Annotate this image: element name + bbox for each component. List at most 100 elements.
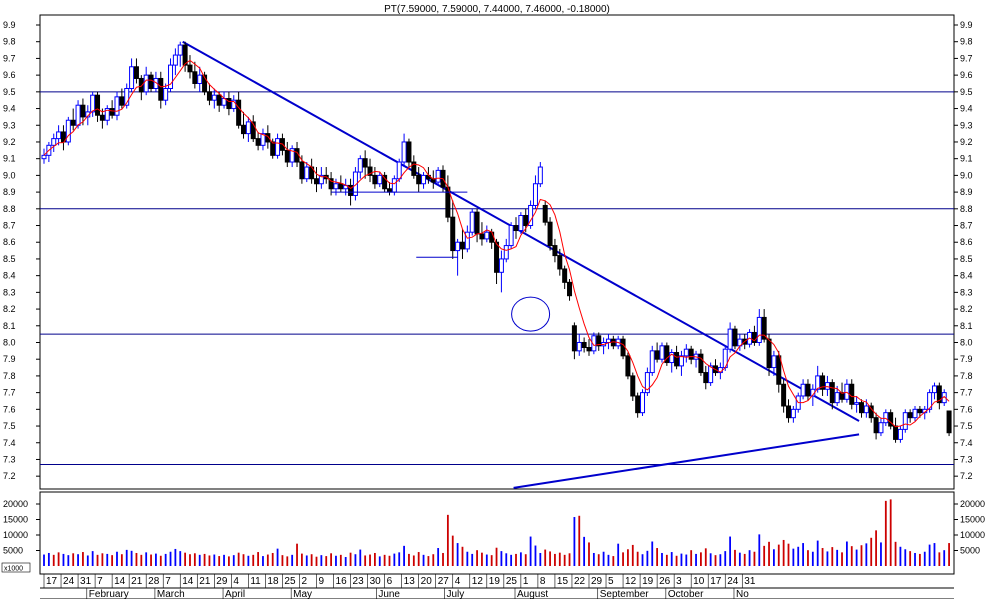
candle-body [172,54,178,66]
candle-body [829,382,835,404]
price-tick-label-right: 9.1 [960,154,973,164]
candle-body [761,316,767,340]
candle-body [625,355,631,377]
price-tick-label-left: 7.4 [3,438,16,448]
candle-body [927,392,933,410]
candle-body [659,345,665,360]
candle-body [523,214,529,227]
candle-body [255,138,261,146]
candle-body [109,108,115,116]
month-label: March [157,589,185,599]
price-tick-label-right: 9.0 [960,170,973,180]
candle-body [163,87,169,101]
candle-body [907,412,913,419]
candle-body [265,133,271,143]
price-tick-label-right: 9.4 [960,104,973,114]
candle-body [785,405,791,419]
price-tick-label-left: 9.2 [3,137,16,147]
date-tick-label: 14 [114,576,126,587]
candle-body [168,64,174,89]
volume-tick-label-left: 15000 [3,515,28,525]
date-tick-label: 2 [301,576,307,587]
candle-body [484,231,490,240]
horizontal-level-lines [40,91,954,465]
volume-tick-label-left: 20000 [3,499,28,509]
candle-body [469,211,475,233]
volume-unit-label: x1000 [4,566,23,573]
candle-body [226,98,232,110]
price-tick-label-right: 8.3 [960,287,973,297]
date-axis [40,587,954,599]
candle-body [148,74,154,89]
candle-body [674,352,680,367]
candle-body [756,316,762,343]
candle-body [790,408,796,419]
price-tick-label-left: 9.5 [3,87,16,97]
candle-body [338,183,344,190]
candle-body [119,96,125,106]
candle-body [644,372,650,394]
candle-body [781,383,787,407]
price-tick-label-right: 7.5 [960,421,973,431]
date-tick-label: 27 [438,576,450,587]
candle-body [396,161,402,180]
candle-body [56,131,62,140]
candle-body [51,138,57,146]
price-panel [39,14,955,490]
price-tick-label-left: 8.5 [3,254,16,264]
candle-body [820,375,826,390]
candle-body [664,345,670,364]
price-tick-label-left: 9.9 [3,20,16,30]
candle-body [567,281,573,297]
candle-body [528,204,534,227]
candle-body [245,121,251,135]
date-tick-label: 29 [591,576,603,587]
price-tick-label-left: 8.6 [3,237,16,247]
price-tick-label-left: 9.6 [3,70,16,80]
candle-body [766,338,772,369]
candle-body [391,178,397,193]
date-tick-label: 28 [148,576,160,587]
moving-average-polyline [43,59,950,428]
candle-body [187,64,193,73]
date-tick-label: 31 [80,576,92,587]
date-tick-label: 9 [318,576,324,587]
candle-body [498,258,504,273]
date-tick-label: 12 [472,576,484,587]
candle-body [946,410,952,434]
price-tick-label-left: 7.8 [3,371,16,381]
date-tick-label: 4 [233,576,239,587]
candle-body [532,183,538,206]
candle-body [435,169,441,183]
date-tick-label: 14 [182,576,194,587]
candle-body [411,161,417,176]
price-tick-label-left: 9.1 [3,154,16,164]
date-tick-label: 21 [199,576,211,587]
month-label: October [668,589,704,599]
candle-body [372,174,378,185]
candle-body [868,405,874,419]
price-tick-label-right: 8.5 [960,254,973,264]
candle-body [649,350,655,374]
candle-body [333,183,339,190]
date-tick-label: 21 [131,576,143,587]
candle-body [459,241,465,250]
candle-body [304,166,310,180]
date-tick-label: 4 [455,576,461,587]
candle-body [367,166,373,176]
price-tick-label-right: 7.9 [960,354,973,364]
price-tick-label-left: 7.3 [3,454,16,464]
date-tick-label: 24 [727,576,739,587]
candle-body [275,138,281,156]
candle-body [95,94,101,116]
candle-body [143,74,149,93]
date-tick-label: 10 [693,576,705,587]
candle-body [260,133,266,146]
candle-body [65,119,71,143]
candle-body [455,241,461,252]
candle-body [464,231,470,250]
candle-body [211,94,217,101]
month-label: August [517,589,548,599]
date-tick-label: 25 [506,576,518,587]
date-tick-label: 17 [46,576,58,587]
